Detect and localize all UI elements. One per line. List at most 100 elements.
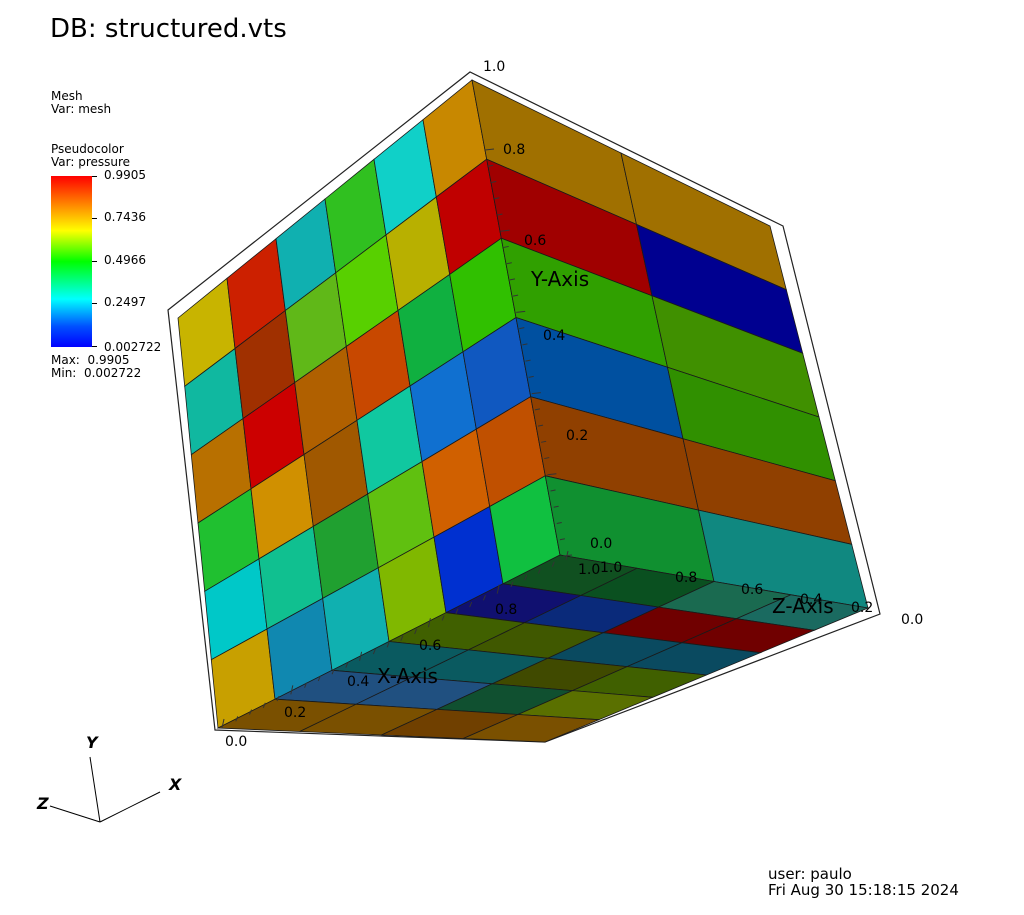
colorbar-tick-label: 0.4966 <box>104 253 146 267</box>
x-axis-tick <box>235 716 239 722</box>
z-tick-label: 0.2 <box>851 600 874 616</box>
y-axis-tick <box>506 262 512 265</box>
x-axis-tick <box>386 642 390 648</box>
x-axis-tick <box>469 601 473 608</box>
mesh-legend-var: Var: mesh <box>51 102 112 116</box>
y-axis-tick <box>509 278 516 281</box>
y-tick-label: 0.4 <box>543 328 566 344</box>
user-label: user: paulo <box>768 865 852 883</box>
x-axis-tick <box>276 695 280 702</box>
triad-y-line <box>89 756 101 823</box>
x-axis-tick <box>290 685 294 695</box>
mesh-legend-name: Mesh <box>51 89 83 103</box>
legend-max: Max: 0.9905 <box>51 353 130 367</box>
x-tick-label: 0.0 <box>225 734 248 750</box>
triad-x-label: X <box>169 775 182 794</box>
y-axis-tick <box>528 375 534 378</box>
x-axis-tick <box>510 581 514 588</box>
mesh-face-bottom <box>463 714 599 743</box>
z-axis-title: Z-Axis <box>772 594 834 618</box>
colorbar-tick <box>92 261 97 262</box>
triad-y-label: Y <box>86 733 98 752</box>
x-tick-label: 0.8 <box>495 602 518 618</box>
z-tick-label: 0.0 <box>901 612 924 628</box>
y-axis-tick <box>556 522 562 525</box>
y-axis-tick <box>519 327 525 330</box>
x-axis-tick <box>221 718 225 729</box>
y-tick-label: 0.0 <box>590 536 613 552</box>
colorbar-tick-label: 0.7436 <box>104 210 146 224</box>
triad-z-label: Z <box>37 794 49 813</box>
y-axis-tick <box>537 424 544 427</box>
y-axis-tick <box>484 148 495 151</box>
colorbar <box>51 176 92 347</box>
y-axis-tick <box>512 294 519 297</box>
y-axis-tick <box>550 489 556 492</box>
x-axis-tick <box>345 662 349 668</box>
colorbar-tick <box>92 303 97 304</box>
colorbar-tick <box>92 346 97 347</box>
y-axis-tick <box>516 310 526 313</box>
x-axis-tick <box>455 608 459 614</box>
timestamp: Fri Aug 30 15:18:15 2024 <box>768 881 959 899</box>
y-axis-tick <box>531 392 541 395</box>
x-axis-tick <box>565 550 569 561</box>
triad-z-line <box>49 805 101 823</box>
x-tick-label: 1.0 <box>578 562 601 578</box>
z-tick-label: 1.0 <box>600 560 623 576</box>
y-axis-tick <box>559 538 565 541</box>
y-axis-tick <box>547 473 557 476</box>
colorbar-tick-label: 0.2497 <box>104 295 146 309</box>
x-axis-title: X-Axis <box>377 664 438 688</box>
x-axis-tick <box>414 628 418 635</box>
x-axis-tick <box>372 648 376 655</box>
x-axis-tick <box>249 709 252 715</box>
x-axis-tick <box>482 595 486 601</box>
triad-x-line <box>99 791 161 823</box>
y-tick-label: 0.6 <box>524 233 547 249</box>
x-axis-tick <box>427 618 431 628</box>
x-tick-label: 0.2 <box>284 705 307 721</box>
colorbar-tick-label: 0.002722 <box>104 340 162 354</box>
x-axis-tick <box>304 682 308 688</box>
y-tick-label: 0.8 <box>503 142 526 158</box>
legend-min: Min: 0.002722 <box>51 366 142 380</box>
x-axis-tick <box>317 675 321 682</box>
x-axis-tick <box>551 561 555 567</box>
x-axis-tick <box>524 574 528 581</box>
y-axis-tick <box>553 505 559 508</box>
x-axis-tick <box>400 635 404 641</box>
y-axis-tick <box>522 343 528 346</box>
y-axis-tick <box>500 229 510 232</box>
y-axis-tick <box>525 359 531 362</box>
x-axis-tick <box>331 669 335 675</box>
colorbar-tick <box>92 176 97 177</box>
y-axis-tick <box>488 164 494 167</box>
z-tick-label: 0.4 <box>800 592 823 608</box>
y-axis-tick <box>497 213 503 216</box>
z-tick-label: 0.6 <box>741 582 764 598</box>
y-axis-tick <box>491 180 497 183</box>
y-tick-label: 0.2 <box>566 428 589 444</box>
y-axis-tick <box>544 457 550 460</box>
x-axis-tick <box>496 584 500 594</box>
z-tick-label: 0.8 <box>675 570 698 586</box>
pseudocolor-legend-var: Var: pressure <box>51 155 131 169</box>
colorbar-tick-label: 0.9905 <box>104 168 146 182</box>
y-axis-tick <box>541 440 547 443</box>
x-axis-tick <box>538 568 541 574</box>
pseudocolor-legend-name: Pseudocolor <box>51 142 124 156</box>
x-axis-tick <box>262 702 266 709</box>
x-axis-tick <box>359 651 363 661</box>
y-axis-title: Y-Axis <box>531 267 590 291</box>
y-tick-label: 1.0 <box>483 59 506 75</box>
x-axis-tick <box>441 615 445 621</box>
y-axis-tick <box>494 197 500 200</box>
x-tick-label: 0.4 <box>347 674 370 690</box>
x-tick-label: 0.6 <box>419 638 442 654</box>
y-axis-tick <box>503 245 509 248</box>
y-axis-tick <box>534 408 541 411</box>
colorbar-tick <box>92 218 97 219</box>
page-title: DB: structured.vts <box>50 14 287 44</box>
